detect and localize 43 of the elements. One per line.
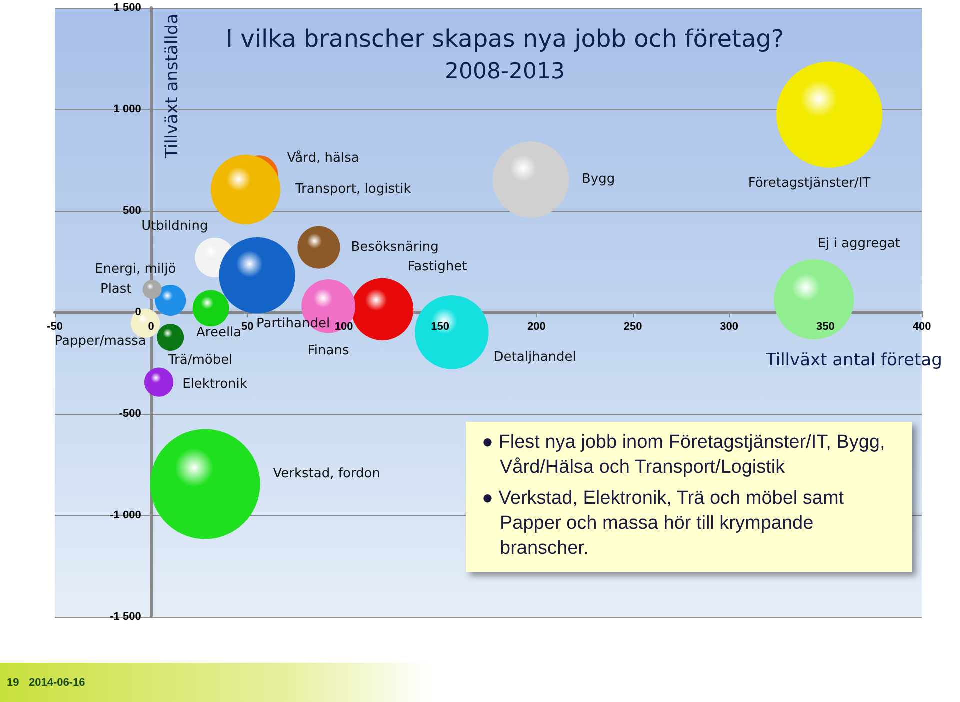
series-label: Energi, miljö (95, 262, 176, 277)
text: 2014-06-16 (29, 677, 86, 689)
y-tick-label: 500 (122, 205, 142, 217)
series-label: Bygg (582, 172, 616, 188)
x-tick-label: 50 (242, 321, 254, 333)
x-tick-label: 300 (720, 321, 739, 333)
y-tick-label: 1 500 (114, 2, 142, 14)
text: 19 (7, 677, 20, 689)
y-tick-label: -1 500 (110, 611, 142, 623)
x-tick-label: 200 (527, 321, 546, 333)
series-label: Besöksnäring (351, 240, 439, 256)
x-tick-label: 100 (334, 321, 354, 333)
series-label: Fastighet (408, 259, 468, 274)
series-label: Vård, hälsa (287, 150, 360, 166)
annotation: ● Verkstad, Elektronik, Trä och möbel samt Papper och massa hör till krympande branscher. (482, 487, 846, 561)
x-axis-title: Tillväxt antal företag (765, 350, 942, 370)
series-label: Verkstad, fordon (273, 466, 380, 482)
series-label: Finans (308, 343, 350, 358)
series-label: Trä/möbel (168, 352, 233, 368)
y-tick-label: 1 000 (114, 104, 142, 116)
series-label: Areella (196, 326, 242, 341)
series-label: Detaljhandel (494, 350, 576, 365)
x-tick-label: 350 (816, 321, 835, 333)
text: I vilka branscher skapas nya jobb och företag? (226, 25, 784, 53)
x-tick-label: -50 (47, 321, 63, 333)
y-axis-title: Tillväxt anställda (162, 14, 182, 160)
series-label: Elektronik (182, 376, 248, 392)
series-label: Partihandel (256, 316, 330, 332)
text: 2008-2013 (445, 60, 565, 84)
y-tick-label: -1 000 (110, 510, 142, 522)
x-tick-label: 150 (431, 321, 450, 333)
x-tick-label: 250 (624, 321, 642, 333)
series-label: Papper/massa (54, 334, 146, 350)
series-label: Ej i aggregat (818, 236, 900, 252)
series-label: Företagstjänster/IT (748, 176, 871, 191)
y-tick-label: 0 (135, 306, 142, 318)
y-tick-label: -500 (119, 408, 142, 420)
series-label: Transport, logistik (294, 182, 412, 198)
x-tick-label: 0 (148, 321, 154, 333)
series-label: Plast (100, 282, 132, 298)
series-label: Utbildning (142, 218, 208, 234)
annotation: ● Flest nya jobb inom Företagstjänster/IT, Bygg, Vård/Hälsa och Transport/Logistik (482, 431, 886, 480)
x-tick-label: 400 (912, 321, 932, 333)
